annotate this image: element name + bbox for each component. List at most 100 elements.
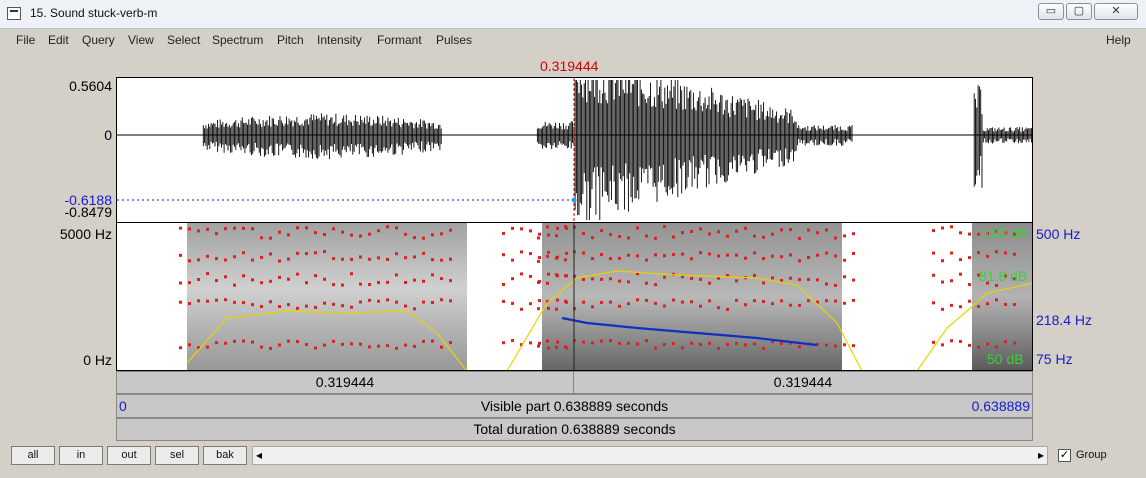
formant-dot (377, 299, 380, 303)
formant-dot (395, 252, 398, 256)
visible-part-bar[interactable]: 0 Visible part 0.638889 seconds 0.638889 (116, 394, 1033, 418)
formant-dot (834, 254, 837, 258)
formant-dot (645, 258, 648, 262)
formant-dot (843, 234, 846, 238)
menu-select[interactable]: Select (167, 33, 201, 47)
waveform-panel[interactable] (116, 77, 1033, 223)
formant-dot (547, 233, 550, 237)
formant-dot (950, 225, 953, 229)
formant-dot (771, 276, 774, 280)
formant-dot (726, 253, 729, 257)
formant-dot (645, 339, 648, 343)
close-icon[interactable]: ✕ (1094, 3, 1138, 20)
menu-pulses[interactable]: Pulses (436, 33, 473, 47)
formant-dot (941, 226, 944, 230)
scroll-left-icon[interactable]: ◂ (256, 448, 263, 462)
formant-dot (413, 344, 416, 348)
formant-dot (645, 234, 648, 238)
formant-dot (197, 278, 200, 282)
formant-dot (816, 278, 819, 282)
spectrogram-panel[interactable]: 100 dB 81.8 dB 50 dB (116, 223, 1033, 371)
formant-dot (269, 252, 272, 256)
menu-file[interactable]: File (16, 33, 36, 47)
formant-dot (627, 280, 630, 284)
menu-intensity[interactable]: Intensity (317, 33, 362, 47)
intensity-top-label: 100 dB (983, 225, 1028, 241)
formant-dot (404, 280, 407, 284)
maximize-icon[interactable]: ▢ (1066, 3, 1092, 20)
formant-dot (968, 283, 971, 287)
formant-dot (206, 345, 209, 349)
formant-dot (762, 257, 765, 261)
segment-left-bar[interactable]: 0.319444 (116, 371, 574, 394)
formant-dot (224, 341, 227, 345)
scroll-right-icon[interactable]: ▸ (1037, 448, 1044, 462)
formant-dot (627, 236, 630, 240)
zoom-selection-button[interactable]: sel (155, 446, 199, 465)
time-scrollbar[interactable]: ◂ ▸ (252, 446, 1048, 465)
formant-dot (269, 300, 272, 304)
formant-dot (672, 341, 675, 345)
formant-dot (654, 253, 657, 257)
formant-dot (502, 231, 505, 235)
formant-dot (179, 346, 182, 350)
formant-dot (546, 299, 549, 303)
formant-dot (350, 233, 353, 237)
minimize-icon[interactable]: ▭ (1038, 3, 1064, 20)
formant-dot (242, 274, 245, 278)
formant-dot (726, 342, 729, 346)
waveform-trace (202, 80, 1032, 220)
formant-dot (305, 304, 308, 308)
formant-dot (600, 253, 603, 257)
menu-help[interactable]: Help (1106, 33, 1131, 47)
segment-right-bar[interactable]: 0.319444 (573, 371, 1033, 394)
menu-formant[interactable]: Formant (377, 33, 422, 47)
formant-dot (744, 226, 747, 230)
formant-dot (582, 277, 585, 281)
formant-dot (359, 255, 362, 259)
formant-dot (735, 229, 738, 233)
formant-dot (986, 342, 989, 346)
formant-dot (636, 342, 639, 346)
formant-dot (717, 306, 720, 310)
zoom-out-button[interactable]: out (107, 446, 151, 465)
formant-dot (188, 227, 191, 231)
formant-dot (618, 235, 621, 239)
formant-dot (251, 340, 254, 344)
formant-dot (834, 236, 837, 240)
formant-dot (179, 281, 182, 285)
menu-view[interactable]: View (128, 33, 154, 47)
formant-dot (386, 225, 389, 229)
formant-dot (502, 299, 505, 303)
formant-dot (582, 251, 585, 255)
menu-spectrum[interactable]: Spectrum (212, 33, 264, 47)
formant-dot (242, 339, 245, 343)
menu-edit[interactable]: Edit (48, 33, 69, 47)
formant-dot (717, 276, 720, 280)
formant-dot (555, 256, 558, 260)
menu-pitch[interactable]: Pitch (277, 33, 304, 47)
formant-dot (305, 342, 308, 346)
zoom-back-button[interactable]: bak (203, 446, 247, 465)
zoom-all-button[interactable]: all (11, 446, 55, 465)
pitch-top-label: 500 Hz (1036, 226, 1081, 242)
formant-dot (251, 278, 254, 282)
zoom-in-button[interactable]: in (59, 446, 103, 465)
spectrogram-region-2 (542, 223, 842, 370)
formant-dot (287, 233, 290, 237)
formant-dot (537, 280, 540, 284)
segment-left-duration: 0.319444 (315, 374, 375, 390)
formant-dot (556, 340, 559, 344)
total-duration-bar[interactable]: Total duration 0.638889 seconds (116, 418, 1033, 441)
formant-dot (1004, 231, 1007, 235)
checkbox-checked-icon[interactable]: ✓ (1058, 449, 1071, 462)
formant-dot (188, 259, 191, 263)
formant-dot (404, 232, 407, 236)
formant-dot (359, 234, 362, 238)
formant-dot (780, 299, 783, 303)
cursor-time-label: 0.319444 (540, 58, 599, 74)
total-duration-label: Total duration 0.638889 seconds (473, 421, 676, 437)
menu-query[interactable]: Query (82, 33, 115, 47)
formant-dot (233, 283, 236, 287)
formant-dot (825, 343, 828, 347)
